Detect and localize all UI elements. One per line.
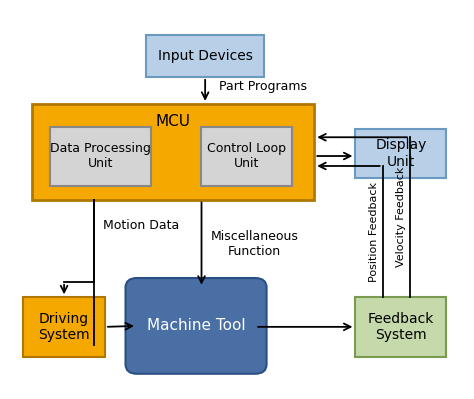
Text: Feedback
System: Feedback System xyxy=(368,312,434,342)
Text: Position Feedback: Position Feedback xyxy=(368,182,379,282)
FancyBboxPatch shape xyxy=(356,128,447,178)
FancyBboxPatch shape xyxy=(201,127,292,186)
Text: Part Programs: Part Programs xyxy=(219,80,307,93)
Text: Machine Tool: Machine Tool xyxy=(147,318,246,334)
Text: Control Loop
Unit: Control Loop Unit xyxy=(207,142,286,170)
Text: Input Devices: Input Devices xyxy=(158,49,253,63)
Text: Velocity Feedback: Velocity Feedback xyxy=(396,167,406,267)
Text: Motion Data: Motion Data xyxy=(103,219,180,232)
FancyBboxPatch shape xyxy=(23,297,105,357)
Text: MCU: MCU xyxy=(156,114,191,129)
FancyBboxPatch shape xyxy=(356,297,447,357)
FancyBboxPatch shape xyxy=(50,127,151,186)
Text: Miscellaneous
Function: Miscellaneous Function xyxy=(210,229,299,257)
FancyBboxPatch shape xyxy=(146,35,264,77)
FancyBboxPatch shape xyxy=(32,104,314,200)
FancyBboxPatch shape xyxy=(126,278,266,374)
Text: Display
Unit: Display Unit xyxy=(375,138,427,169)
Text: Driving
System: Driving System xyxy=(38,312,90,342)
Text: Data Processing
Unit: Data Processing Unit xyxy=(50,142,151,170)
